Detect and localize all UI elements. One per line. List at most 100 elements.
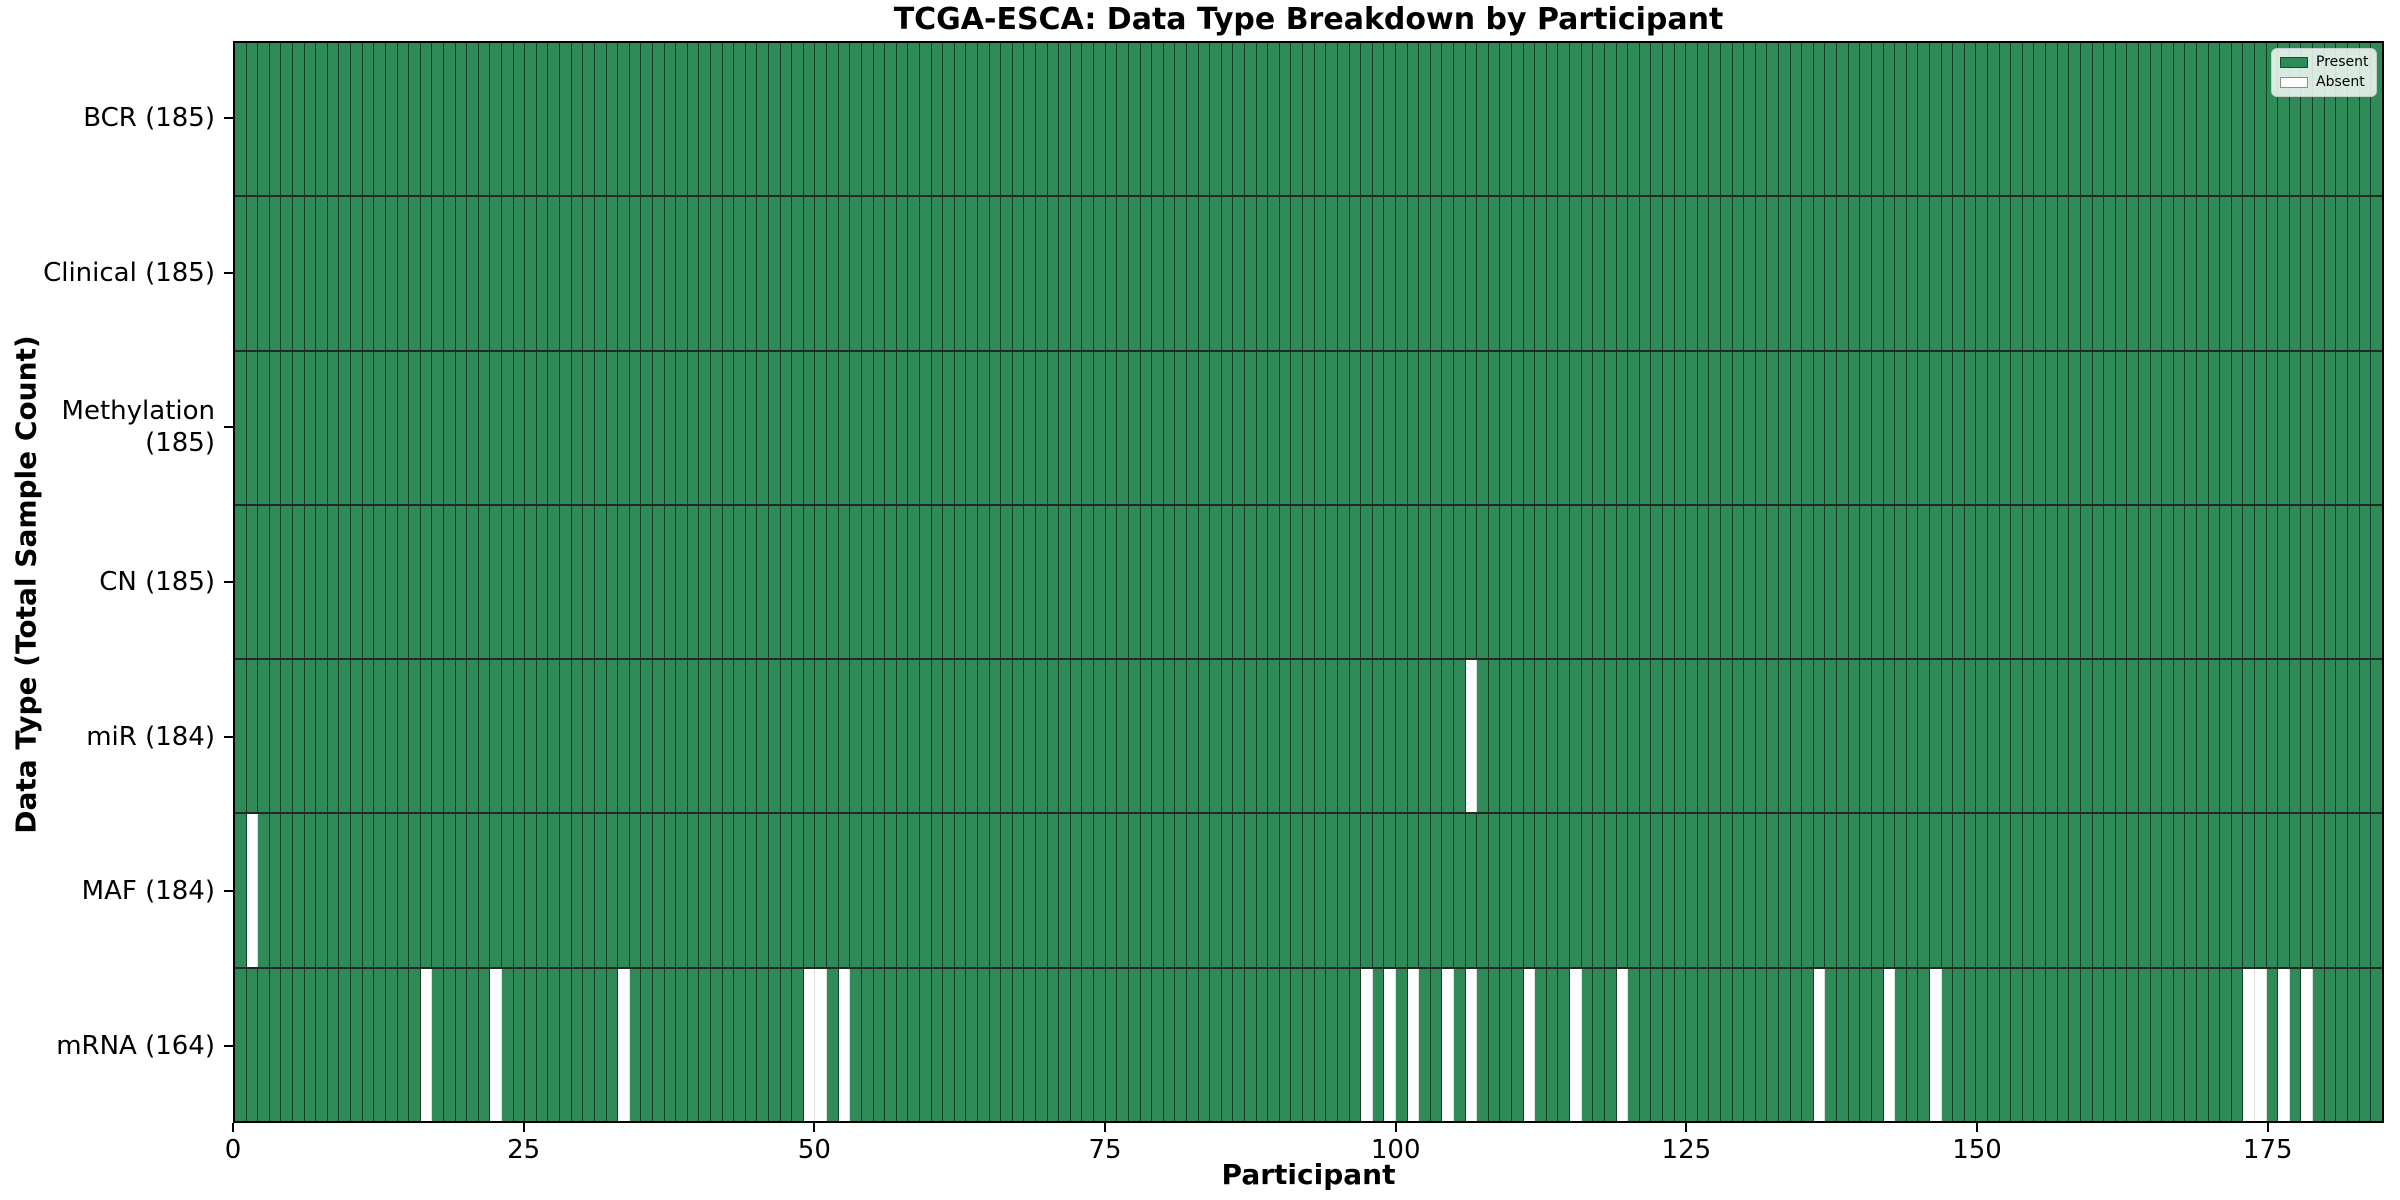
heatmap-cell (2173, 968, 2186, 1121)
heatmap-cell (2220, 968, 2232, 1121)
heatmap-cell (1512, 351, 1524, 504)
heatmap-cell (1430, 351, 1443, 504)
heatmap-cell (2324, 197, 2337, 350)
heatmap-cell (1303, 43, 1315, 196)
heatmap-cell (1837, 351, 1849, 504)
heatmap-cell (1128, 660, 1141, 813)
heatmap-cell (583, 43, 595, 196)
heatmap-cell (1604, 43, 1617, 196)
heatmap-cell (1024, 43, 1037, 196)
heatmap-cell (652, 660, 665, 813)
heatmap-cell (1094, 660, 1106, 813)
heatmap-cell (304, 43, 317, 196)
heatmap-cell (293, 43, 305, 196)
heatmap-cell (1198, 968, 1211, 1121)
heatmap-cell (954, 660, 967, 813)
heatmap-cell (467, 197, 479, 350)
heatmap-cell (467, 968, 479, 1121)
heatmap-cell (1941, 814, 1954, 967)
heatmap-cell (571, 351, 584, 504)
heatmap-cell (1465, 660, 1478, 813)
heatmap-cell (1941, 968, 1954, 1121)
heatmap-cell (362, 197, 375, 350)
heatmap-cell (1732, 660, 1745, 813)
heatmap-cell (1303, 660, 1315, 813)
heatmap-cell (1175, 197, 1187, 350)
heatmap-cell (2336, 43, 2348, 196)
heatmap-cell (1964, 43, 1977, 196)
heatmap-cell (1709, 660, 1721, 813)
heatmap-cell (1604, 660, 1617, 813)
heatmap-cell (931, 197, 944, 350)
heatmap-cell (1779, 814, 1791, 967)
heatmap-cell (1488, 197, 1501, 350)
heatmap-cell (1140, 351, 1153, 504)
x-tick-mark (1394, 1123, 1397, 1132)
heatmap-cell (1628, 43, 1640, 196)
heatmap-cell (467, 43, 479, 196)
heatmap-cell (2173, 351, 2186, 504)
heatmap-cell (2208, 660, 2221, 813)
heatmap-cell (2185, 968, 2197, 1121)
heatmap-cell (873, 660, 886, 813)
heatmap-cell (362, 814, 375, 967)
heatmap-cell (1372, 43, 1385, 196)
heatmap-cell (1604, 505, 1617, 659)
legend-entry-present: Present (2280, 55, 2369, 70)
heatmap-cell (792, 660, 804, 813)
heatmap-cell (409, 197, 421, 350)
heatmap-cell (873, 968, 886, 1121)
heatmap-cell (1662, 505, 1675, 659)
heatmap-cell (1012, 351, 1025, 504)
heatmap-cell (1279, 43, 1292, 196)
heatmap-cell (2057, 968, 2070, 1121)
heatmap-cell (931, 43, 944, 196)
heatmap-cell (2011, 505, 2023, 659)
heatmap-cell (2162, 660, 2174, 813)
heatmap-cell (1674, 505, 1687, 659)
heatmap-cell (2231, 43, 2244, 196)
heatmap-cell (1500, 968, 1513, 1121)
heatmap-cell (1604, 814, 1617, 967)
heatmap-cell (919, 505, 932, 659)
heatmap-cell (769, 43, 781, 196)
heatmap-cell (1639, 505, 1652, 659)
heatmap-cell (2115, 814, 2128, 967)
heatmap-cell (2150, 351, 2163, 504)
heatmap-cell (536, 505, 549, 659)
heatmap-cell (1686, 505, 1698, 659)
heatmap-cell (1593, 43, 1605, 196)
heatmap-cell (1744, 505, 1756, 659)
heatmap-cell (420, 505, 433, 659)
heatmap-cell (1047, 351, 1060, 504)
heatmap-cell (629, 660, 642, 813)
heatmap-cell (1779, 660, 1791, 813)
heatmap-cell (1384, 351, 1396, 504)
heatmap-cell (2069, 968, 2081, 1121)
y-tick-mark (224, 1044, 233, 1047)
heatmap-cell (1953, 43, 1965, 196)
heatmap-cell (1175, 505, 1187, 659)
heatmap-cell (931, 968, 944, 1121)
heatmap-cell (966, 351, 978, 504)
heatmap-cell (641, 660, 653, 813)
heatmap-cell (629, 814, 642, 967)
heatmap-cell (2359, 351, 2372, 504)
heatmap-cell (1535, 197, 1547, 350)
heatmap-cell (2324, 505, 2337, 659)
heatmap-cell (2185, 660, 2197, 813)
heatmap-cell (536, 660, 549, 813)
heatmap-cell (1581, 968, 1594, 1121)
heatmap-cell (385, 968, 398, 1121)
heatmap-cell (2301, 351, 2314, 504)
heatmap-cell (1593, 197, 1605, 350)
heatmap-cell (502, 814, 514, 967)
heatmap-cell (908, 814, 920, 967)
heatmap-cell (676, 43, 688, 196)
heatmap-cell (1871, 197, 1884, 350)
heatmap-cell (1372, 660, 1385, 813)
heatmap-cell (2289, 505, 2302, 659)
heatmap-cell (269, 968, 282, 1121)
heatmap-cell (1709, 197, 1721, 350)
x-tick-label-25: 25 (507, 1135, 541, 1165)
